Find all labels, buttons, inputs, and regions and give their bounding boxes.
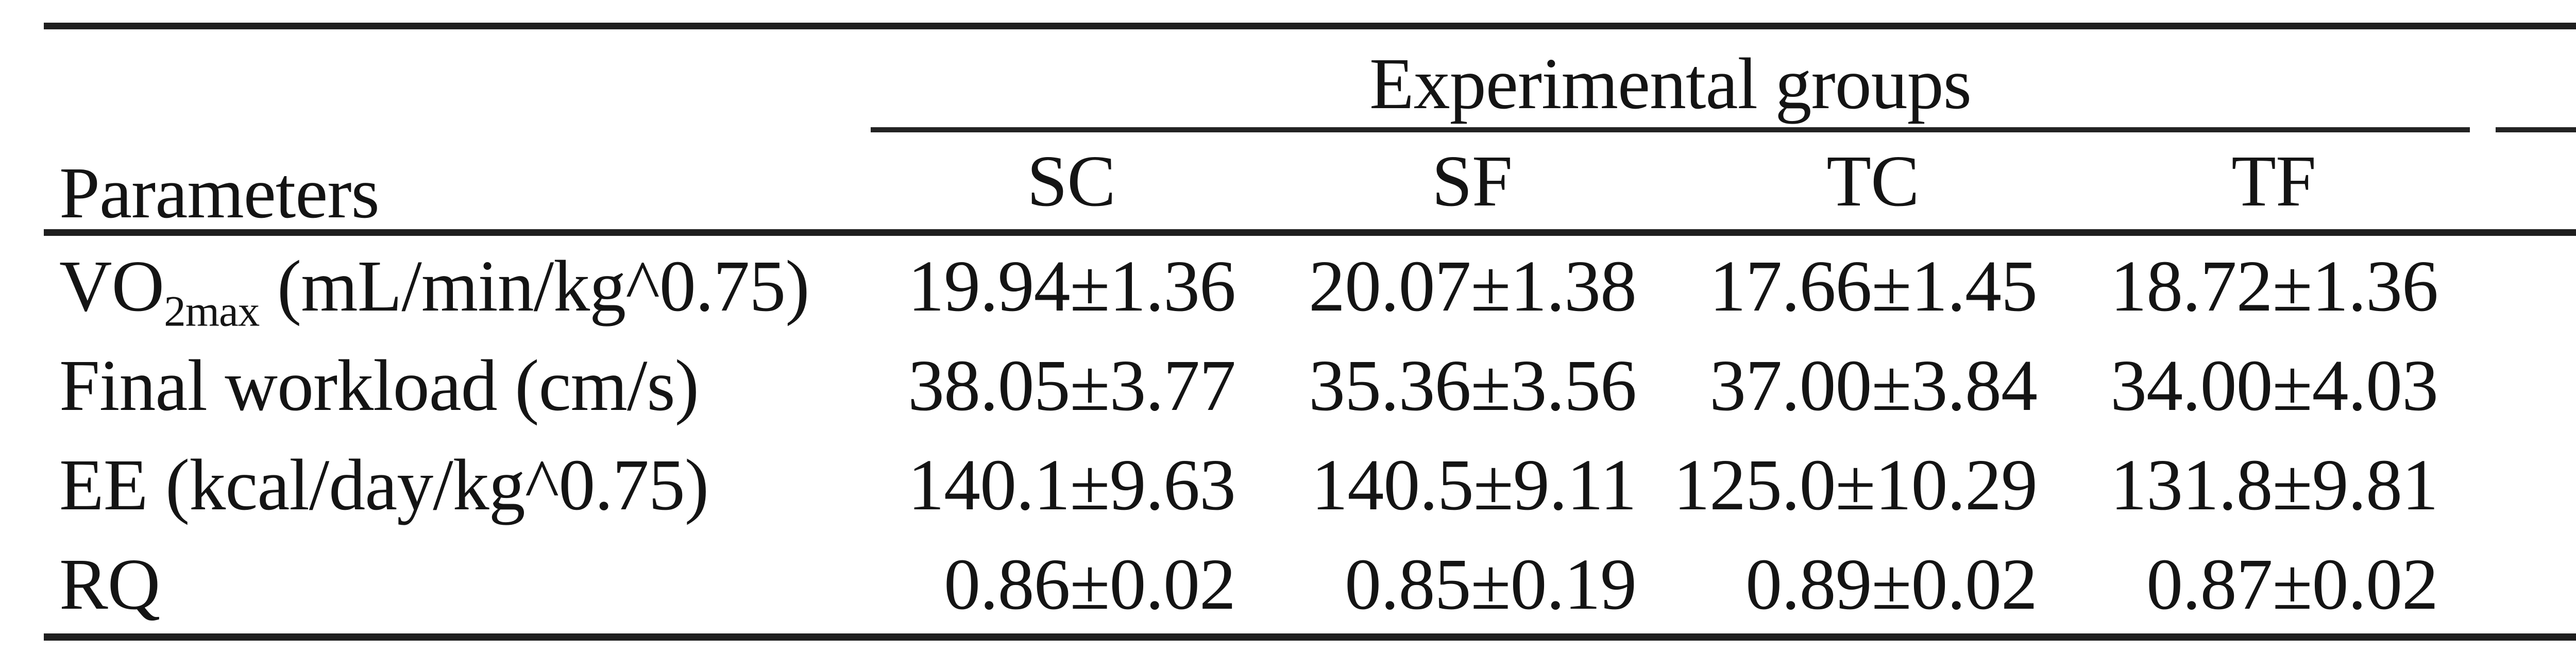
row-label-final-workload: Final workload (cm/s) bbox=[44, 335, 871, 435]
column-header-sf: SF bbox=[1272, 132, 1672, 236]
value-cell: 38.05±3.77 bbox=[908, 344, 1236, 426]
experimental-groups-header-cell: Experimental groups bbox=[871, 26, 2474, 132]
column-header-tc: TC bbox=[1672, 132, 2073, 236]
row-label-text: VO bbox=[59, 245, 164, 327]
column-header-sc: SC bbox=[871, 132, 1272, 236]
table-row: EE (kcal/day/kg^0.75) 140.1±9.63 140.5±9… bbox=[44, 435, 2576, 534]
row-label-ee: EE (kcal/day/kg^0.75) bbox=[44, 435, 871, 534]
row-label-unit: (mL/min/kg^0.75) bbox=[259, 245, 810, 327]
row-label-subscript: 2max bbox=[164, 286, 260, 335]
pvalue-cell: NS bbox=[2474, 335, 2576, 435]
column-header-tf: TF bbox=[2073, 132, 2475, 236]
value-cell: 140.5±9.11 bbox=[1311, 443, 1637, 525]
pvalue-cell: NS bbox=[2474, 534, 2576, 637]
table-row: VO2max (mL/min/kg^0.75) 19.94±1.36 20.07… bbox=[44, 233, 2576, 336]
value-cell: 0.86±0.02 bbox=[944, 543, 1236, 625]
header-row-groups: Parameters Experimental groups P-value bbox=[44, 26, 2576, 236]
value-cell: 34.00±4.03 bbox=[2110, 344, 2438, 426]
results-table: Parameters Experimental groups P-value S… bbox=[44, 23, 2576, 641]
row-label-vo2max: VO2max (mL/min/kg^0.75) bbox=[44, 233, 871, 336]
pvalue-cell: NS bbox=[2474, 435, 2576, 534]
value-cell: 140.1±9.63 bbox=[908, 443, 1236, 525]
parameters-header: Parameters bbox=[44, 26, 871, 236]
experimental-groups-label: Experimental groups bbox=[871, 47, 2470, 132]
value-cell: 37.00±3.84 bbox=[1709, 344, 2038, 426]
pvalue-label: P-value bbox=[2496, 47, 2576, 132]
value-cell: 0.87±0.02 bbox=[2146, 543, 2438, 625]
row-label-text: Final workload (cm/s) bbox=[59, 344, 699, 426]
value-cell: 18.72±1.36 bbox=[2110, 245, 2438, 327]
value-cell: 0.85±0.19 bbox=[1345, 543, 1637, 625]
value-cell: 35.36±3.56 bbox=[1309, 344, 1637, 426]
value-cell: 125.0±10.29 bbox=[1673, 443, 2038, 525]
header-row-subcolumns: SC SF TC TF F T I bbox=[44, 132, 2576, 236]
value-cell: 0.89±0.02 bbox=[1745, 543, 2038, 625]
row-label-text: RQ bbox=[59, 543, 160, 625]
table-row: Final workload (cm/s) 38.05±3.77 35.36±3… bbox=[44, 335, 2576, 435]
value-cell: 20.07±1.38 bbox=[1309, 245, 1637, 327]
value-cell: 131.8±9.81 bbox=[2110, 443, 2438, 525]
pvalue-cell: NS bbox=[2474, 233, 2576, 336]
value-cell: 17.66±1.45 bbox=[1709, 245, 2038, 327]
row-label-rq: RQ bbox=[44, 534, 871, 637]
row-label-text: EE (kcal/day/kg^0.75) bbox=[59, 443, 709, 525]
value-cell: 19.94±1.36 bbox=[908, 245, 1236, 327]
column-header-f: F bbox=[2474, 132, 2576, 236]
table-row: RQ 0.86±0.02 0.85±0.19 0.89±0.02 0.87±0.… bbox=[44, 534, 2576, 637]
pvalue-header-cell: P-value bbox=[2474, 26, 2576, 132]
